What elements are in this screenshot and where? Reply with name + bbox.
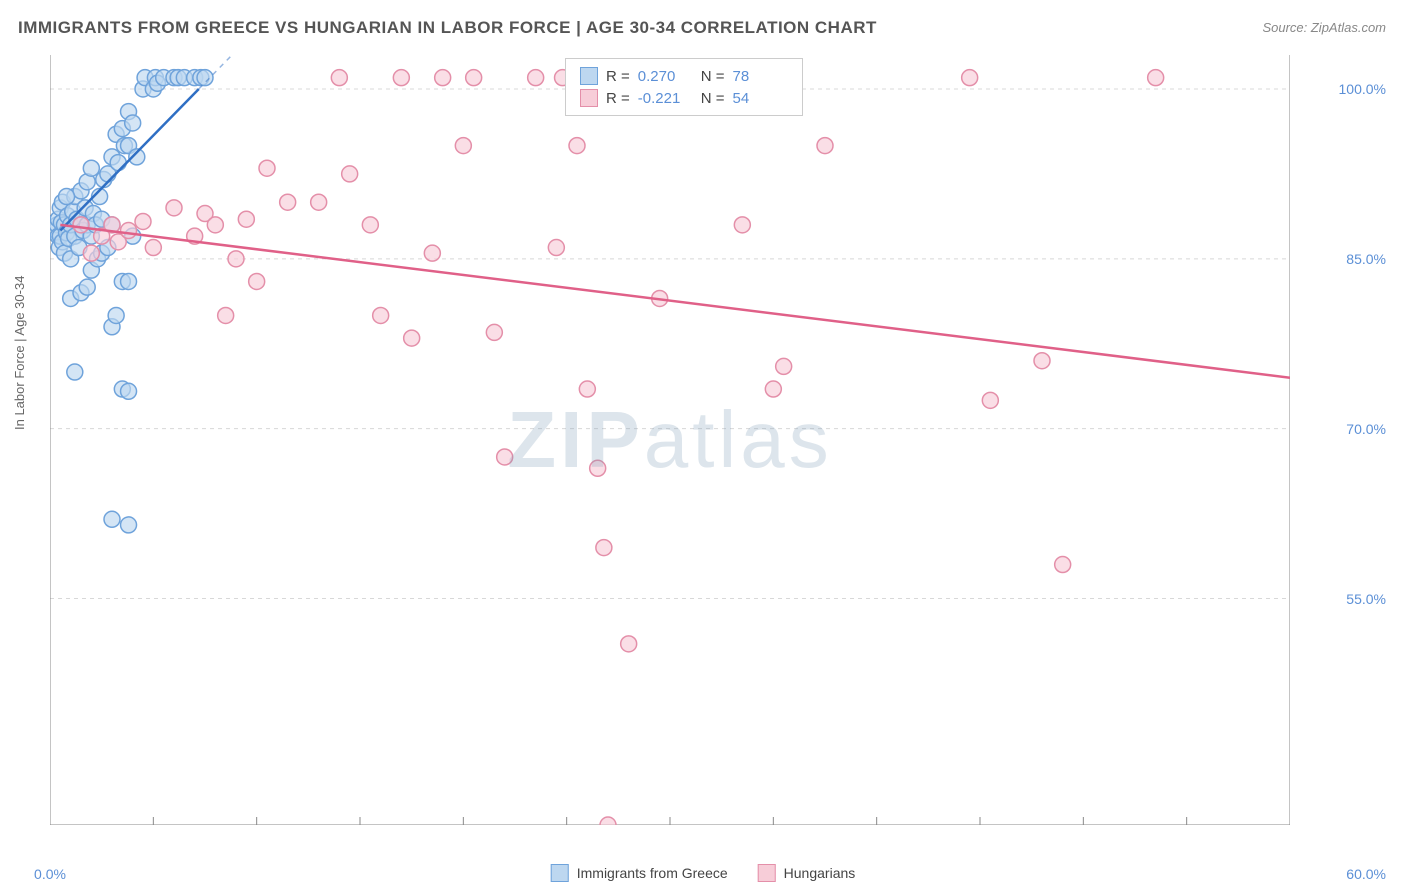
label-n: N = <box>701 68 725 85</box>
y-axis-label: In Labor Force | Age 30-34 <box>12 276 27 430</box>
legend-item-1: Hungarians <box>758 864 856 882</box>
scatter-chart-svg <box>50 55 1290 825</box>
value-n-0: 78 <box>733 68 788 85</box>
swatch-series-0 <box>580 67 598 85</box>
stats-row-series-1: R = -0.221 N = 54 <box>580 87 788 109</box>
swatch-series-1 <box>580 89 598 107</box>
chart-title: IMMIGRANTS FROM GREECE VS HUNGARIAN IN L… <box>18 18 877 38</box>
y-tick-70: 70.0% <box>1346 421 1386 437</box>
value-n-1: 54 <box>733 90 788 107</box>
legend-item-0: Immigrants from Greece <box>551 864 728 882</box>
label-r: R = <box>606 90 630 107</box>
bottom-legend: Immigrants from Greece Hungarians <box>551 864 856 882</box>
value-r-1: -0.221 <box>638 90 693 107</box>
chart-area: ZIPatlas <box>50 55 1290 825</box>
label-r: R = <box>606 68 630 85</box>
x-tick-0: 0.0% <box>34 866 66 882</box>
label-n: N = <box>701 90 725 107</box>
legend-label-0: Immigrants from Greece <box>577 865 728 881</box>
y-tick-100: 100.0% <box>1339 81 1386 97</box>
y-tick-85: 85.0% <box>1346 251 1386 267</box>
x-tick-60: 60.0% <box>1346 866 1386 882</box>
stats-row-series-0: R = 0.270 N = 78 <box>580 65 788 87</box>
legend-swatch-0 <box>551 864 569 882</box>
stats-legend-box: R = 0.270 N = 78 R = -0.221 N = 54 <box>565 58 803 116</box>
value-r-0: 0.270 <box>638 68 693 85</box>
source-attribution: Source: ZipAtlas.com <box>1262 20 1386 35</box>
legend-swatch-1 <box>758 864 776 882</box>
y-tick-55: 55.0% <box>1346 591 1386 607</box>
legend-label-1: Hungarians <box>784 865 856 881</box>
